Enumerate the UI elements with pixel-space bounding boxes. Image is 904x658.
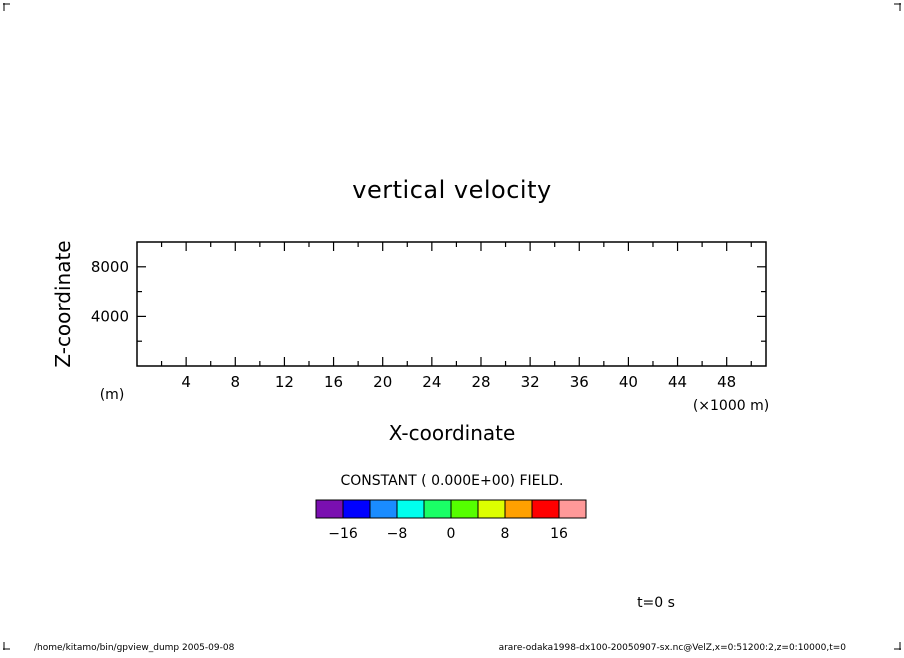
x-tick-label: 36 <box>570 373 589 391</box>
footer-right: arare-odaka1998-dx100-20050907-sx.nc@Vel… <box>499 643 847 653</box>
colorbar-tick-label: 16 <box>550 526 568 542</box>
y-axis-label: Z-coordinate <box>51 240 75 367</box>
colorbar-swatch <box>504 499 533 519</box>
x-tick-label: 32 <box>521 373 540 391</box>
colorbar-tick-label: 8 <box>501 526 510 542</box>
colorbar-swatch <box>396 499 425 519</box>
plot-frame <box>136 241 767 367</box>
axis-ticks <box>137 242 766 366</box>
x-axis-label: X-coordinate <box>389 421 516 445</box>
colorbar-swatch <box>531 499 560 519</box>
colorbar-swatch <box>369 499 398 519</box>
x-tick-label: 40 <box>619 373 638 391</box>
colorbar-labels: −16 −8 0 8 16 <box>328 526 568 542</box>
chart-title: vertical velocity <box>352 176 551 204</box>
y-tick-labels: 4000 8000 <box>91 258 129 326</box>
crop-mark-top-right <box>894 3 901 11</box>
y-tick-label: 4000 <box>91 307 129 325</box>
crop-mark-bottom-left <box>3 642 10 650</box>
footer-left: /home/kitamo/bin/gpview_dump 2005-09-08 <box>34 643 235 653</box>
colorbar-swatch <box>315 499 344 519</box>
x-tick-label: 24 <box>422 373 441 391</box>
colorbar-swatch <box>342 499 371 519</box>
x-tick-label: 28 <box>471 373 490 391</box>
crop-marks <box>3 3 901 650</box>
colorbar-swatch <box>450 499 479 519</box>
constant-field-note: CONSTANT ( 0.000E+00) FIELD. <box>340 473 563 489</box>
x-tick-label: 4 <box>181 373 191 391</box>
x-tick-label: 44 <box>668 373 687 391</box>
x-tick-label: 16 <box>324 373 343 391</box>
colorbar <box>315 499 587 519</box>
crop-mark-top-left <box>3 3 10 11</box>
colorbar-tick-label: 0 <box>447 526 456 542</box>
x-tick-label: 48 <box>717 373 736 391</box>
y-tick-label: 8000 <box>91 258 129 276</box>
x-tick-labels: 4 8 12 16 20 24 28 32 36 40 44 48 <box>181 373 736 391</box>
colorbar-swatch <box>423 499 452 519</box>
x-tick-label: 12 <box>275 373 294 391</box>
time-label: t=0 s <box>637 595 675 611</box>
x-tick-label: 20 <box>373 373 392 391</box>
x-unit-label: (×1000 m) <box>693 398 769 414</box>
y-unit-label: (m) <box>100 387 125 403</box>
x-tick-label: 8 <box>231 373 241 391</box>
colorbar-tick-label: −8 <box>387 526 408 542</box>
colorbar-swatch <box>477 499 506 519</box>
crop-mark-bottom-right <box>894 642 901 650</box>
colorbar-swatch <box>558 499 587 519</box>
colorbar-tick-label: −16 <box>328 526 358 542</box>
